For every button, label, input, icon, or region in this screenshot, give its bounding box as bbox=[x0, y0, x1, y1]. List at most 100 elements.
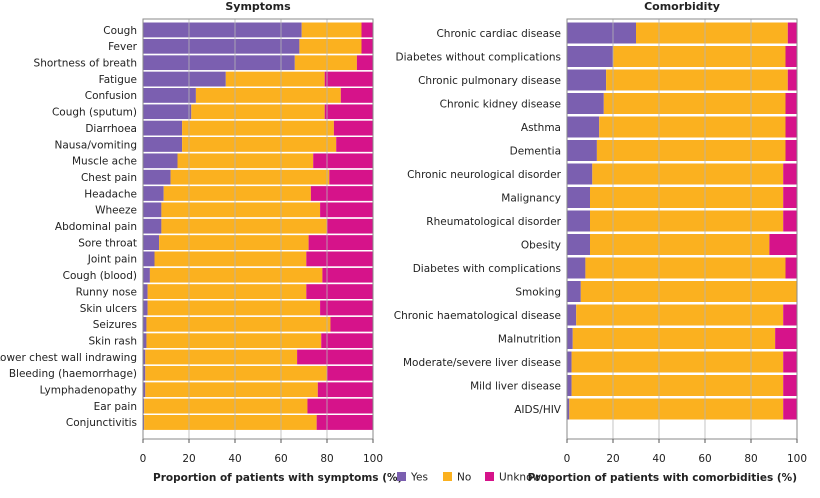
comorbidity-bar-yes bbox=[567, 22, 636, 44]
symptoms-bar-unknown bbox=[306, 251, 373, 267]
symptoms-bar-unknown bbox=[327, 218, 373, 234]
symptoms-bar-no bbox=[144, 398, 308, 414]
symptoms-bar-yes bbox=[143, 398, 145, 414]
symptoms-bar-yes bbox=[143, 153, 178, 169]
symptoms-bar-no bbox=[146, 316, 331, 332]
comorbidity-bar-unknown bbox=[785, 116, 797, 138]
symptoms-category-label: Bleeding (haemorrhage) bbox=[9, 368, 137, 380]
symptoms-bar-unknown bbox=[320, 300, 373, 316]
comorbidity-bar-no bbox=[606, 69, 788, 91]
comorbidity-category-label: Chronic pulmonary disease bbox=[418, 75, 561, 87]
symptoms-bar-no bbox=[159, 235, 309, 251]
comorbidity-bar-yes bbox=[567, 140, 597, 161]
comorbidity-bar-no bbox=[603, 93, 786, 114]
symptoms-bar-yes bbox=[143, 120, 183, 136]
comorbidity-bar-unknown bbox=[783, 210, 797, 232]
comorbidity-bar-yes bbox=[567, 398, 570, 420]
symptoms-bar-unknown bbox=[324, 71, 373, 87]
symptoms-bar-yes bbox=[143, 284, 148, 300]
symptoms-bar-unknown bbox=[317, 382, 373, 398]
symptoms-bar-no bbox=[299, 38, 362, 54]
legend: Yes No Unknown bbox=[397, 472, 548, 484]
comorbidity-category-label: Obesity bbox=[521, 239, 561, 251]
symptoms-bar-no bbox=[161, 202, 321, 218]
comorbidity-bar-unknown bbox=[783, 163, 797, 185]
symptoms-category-label: Chest pain bbox=[81, 172, 137, 184]
comorbidity-bar-unknown bbox=[783, 304, 797, 326]
comorbidity-bar-unknown bbox=[783, 398, 797, 420]
symptoms-category-label: Headache bbox=[84, 188, 137, 200]
symptoms-category-label: Fatigue bbox=[99, 74, 137, 86]
comorbidity-bar-unknown bbox=[785, 257, 797, 279]
comorbidity-bar-no bbox=[596, 140, 786, 161]
comorbidity-category-label: Chronic haematological disease bbox=[394, 310, 561, 322]
symptoms-bar-no bbox=[144, 414, 317, 430]
comorbidity-bar-yes bbox=[567, 163, 593, 185]
symptoms-bar-no bbox=[161, 218, 327, 234]
comorbidity-bar-no bbox=[580, 281, 797, 302]
symptoms-category-label: Cough (sputum) bbox=[52, 107, 137, 119]
symptoms-bar-unknown bbox=[356, 55, 373, 71]
symptoms-tick-label: 60 bbox=[274, 453, 287, 465]
symptoms-category-label: Runny nose bbox=[76, 286, 137, 298]
comorbidity-bar-unknown bbox=[787, 69, 797, 91]
comorbidity-bar-yes bbox=[567, 69, 607, 91]
symptoms-bar-unknown bbox=[361, 22, 373, 38]
comorbidity-category-label: Malignancy bbox=[501, 192, 561, 204]
legend-swatch-no bbox=[443, 472, 452, 481]
symptoms-category-label: Lower chest wall indrawing bbox=[0, 352, 137, 364]
symptoms-bar-unknown bbox=[324, 104, 373, 120]
symptoms-bar-yes bbox=[143, 333, 147, 349]
symptoms-bar-yes bbox=[143, 316, 147, 332]
comorbidity-bar-unknown bbox=[783, 187, 797, 208]
comorbidity-bar-no bbox=[636, 22, 788, 44]
symptoms-category-label: Diarrhoea bbox=[85, 123, 137, 135]
symptoms-bar-unknown bbox=[297, 349, 373, 365]
symptoms-category-label: Abdominal pain bbox=[55, 221, 137, 233]
comorbidity-bar-yes bbox=[567, 93, 604, 114]
symptoms-bar-yes bbox=[143, 267, 150, 283]
comorbidity-bar-unknown bbox=[787, 22, 797, 44]
comorbidity-category-label: Chronic cardiac disease bbox=[436, 28, 561, 40]
symptoms-bar-yes bbox=[143, 55, 295, 71]
symptoms-category-label: Lymphadenopathy bbox=[40, 385, 137, 397]
symptoms-bar-no bbox=[182, 120, 334, 136]
comorbidity-bar-no bbox=[613, 46, 786, 67]
symptoms-category-label: Cough (blood) bbox=[63, 270, 137, 282]
symptoms-bar-no bbox=[149, 267, 323, 283]
comorbidity-bar-no bbox=[571, 375, 784, 396]
symptoms-bar-unknown bbox=[333, 120, 373, 136]
symptoms-bar-yes bbox=[143, 235, 160, 251]
legend-label-no: No bbox=[457, 472, 471, 484]
comorbidity-bar-yes bbox=[567, 304, 577, 326]
legend-swatch-yes bbox=[397, 472, 406, 481]
symptoms-bar-yes bbox=[143, 22, 302, 38]
symptoms-bar-no bbox=[146, 333, 322, 349]
symptoms-category-label: Joint pain bbox=[87, 254, 137, 266]
comorbidity-bar-no bbox=[585, 257, 786, 279]
symptoms-bar-no bbox=[147, 284, 307, 300]
symptoms-bar-no bbox=[177, 153, 314, 169]
symptoms-bar-no bbox=[145, 382, 318, 398]
legend-label-yes: Yes bbox=[410, 472, 428, 484]
symptoms-category-label: Nausa/vomiting bbox=[54, 139, 137, 151]
comorbidity-bar-unknown bbox=[785, 93, 797, 114]
comorbidity-bar-no bbox=[592, 163, 784, 185]
symptoms-bar-yes bbox=[143, 414, 145, 430]
comorbidity-category-label: Dementia bbox=[510, 145, 561, 157]
comorbidity-category-label: Malnutrition bbox=[498, 333, 561, 345]
comorbidity-tick-label: 20 bbox=[606, 453, 619, 465]
symptoms-bar-yes bbox=[143, 169, 171, 185]
symptoms-bar-unknown bbox=[316, 414, 373, 430]
comorbidity-category-label: Diabetes without complications bbox=[396, 51, 561, 63]
comorbidity-tick-label: 100 bbox=[787, 453, 807, 465]
comorbidity-category-label: Moderate/severe liver disease bbox=[403, 357, 561, 369]
symptoms-axis-title: Proportion of patients with symptoms (%) bbox=[153, 472, 402, 484]
symptoms-category-label: Sore throat bbox=[78, 237, 137, 249]
comorbidity-category-label: Mild liver disease bbox=[470, 380, 561, 392]
symptoms-category-label: Confusion bbox=[85, 90, 137, 102]
comorbidity-bar-yes bbox=[567, 187, 590, 208]
comorbidity-tick-label: 60 bbox=[698, 453, 711, 465]
symptoms-category-label: Fever bbox=[108, 41, 138, 53]
